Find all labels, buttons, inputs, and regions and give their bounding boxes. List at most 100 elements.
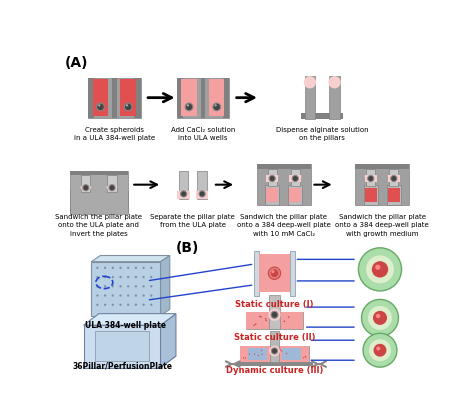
Bar bbox=[177, 78, 229, 118]
Bar bbox=[304, 76, 315, 119]
Circle shape bbox=[255, 323, 256, 325]
Bar bbox=[329, 76, 340, 119]
Bar bbox=[179, 171, 188, 198]
Circle shape bbox=[143, 276, 145, 278]
Bar bbox=[257, 164, 310, 206]
Bar bbox=[108, 176, 117, 192]
Circle shape bbox=[124, 103, 132, 111]
Circle shape bbox=[269, 176, 275, 182]
Circle shape bbox=[104, 295, 106, 297]
Bar bbox=[246, 312, 303, 329]
Text: (A): (A) bbox=[64, 56, 88, 70]
Circle shape bbox=[98, 104, 100, 106]
Circle shape bbox=[127, 276, 129, 278]
Circle shape bbox=[126, 104, 128, 106]
Bar bbox=[240, 347, 309, 363]
Bar bbox=[282, 348, 301, 360]
Bar bbox=[70, 191, 128, 213]
Circle shape bbox=[245, 358, 246, 359]
Polygon shape bbox=[83, 356, 176, 368]
Text: Sandwich the pillar plate
onto a 384 deep-well plate
with growth medium: Sandwich the pillar plate onto a 384 dee… bbox=[336, 214, 429, 237]
Circle shape bbox=[368, 306, 392, 330]
Circle shape bbox=[150, 276, 153, 278]
Polygon shape bbox=[266, 176, 278, 182]
Circle shape bbox=[254, 354, 255, 355]
Circle shape bbox=[265, 318, 266, 319]
Circle shape bbox=[281, 350, 282, 352]
Circle shape bbox=[96, 295, 99, 297]
Bar bbox=[269, 295, 280, 329]
Polygon shape bbox=[196, 191, 208, 197]
Circle shape bbox=[391, 176, 397, 182]
Circle shape bbox=[185, 103, 193, 111]
Circle shape bbox=[112, 295, 114, 297]
Polygon shape bbox=[91, 262, 161, 316]
Circle shape bbox=[372, 261, 388, 277]
Bar bbox=[267, 169, 277, 186]
Bar bbox=[104, 196, 120, 208]
Circle shape bbox=[269, 346, 280, 357]
Bar bbox=[266, 176, 278, 182]
Bar bbox=[120, 79, 136, 116]
Circle shape bbox=[243, 357, 244, 359]
Polygon shape bbox=[91, 255, 170, 262]
Bar bbox=[290, 251, 294, 295]
Polygon shape bbox=[107, 186, 118, 192]
Circle shape bbox=[112, 285, 114, 287]
Circle shape bbox=[119, 295, 122, 297]
Circle shape bbox=[376, 347, 380, 351]
Bar bbox=[134, 78, 140, 118]
Circle shape bbox=[135, 267, 137, 269]
Polygon shape bbox=[83, 314, 176, 325]
Bar bbox=[289, 188, 301, 202]
Circle shape bbox=[213, 103, 220, 111]
Circle shape bbox=[369, 339, 391, 361]
Bar bbox=[236, 362, 313, 366]
Circle shape bbox=[143, 285, 145, 287]
Circle shape bbox=[104, 304, 106, 306]
Polygon shape bbox=[83, 325, 161, 368]
Bar bbox=[201, 78, 205, 118]
Circle shape bbox=[363, 333, 397, 367]
Circle shape bbox=[187, 104, 189, 106]
Bar bbox=[198, 171, 207, 198]
Circle shape bbox=[127, 285, 129, 287]
Bar bbox=[270, 331, 279, 362]
Circle shape bbox=[305, 356, 306, 357]
Circle shape bbox=[368, 176, 374, 182]
Circle shape bbox=[373, 311, 387, 325]
Circle shape bbox=[181, 191, 187, 197]
Circle shape bbox=[96, 304, 99, 306]
Circle shape bbox=[83, 185, 89, 191]
Bar bbox=[388, 176, 400, 182]
Text: Separate the pillar plate
from the ULA plate: Separate the pillar plate from the ULA p… bbox=[151, 214, 235, 228]
Bar bbox=[259, 254, 290, 292]
Circle shape bbox=[112, 276, 114, 278]
Polygon shape bbox=[161, 255, 170, 316]
Circle shape bbox=[199, 191, 205, 197]
Circle shape bbox=[112, 304, 114, 306]
Bar bbox=[70, 171, 128, 214]
Circle shape bbox=[271, 311, 278, 318]
Text: (B): (B) bbox=[176, 241, 199, 255]
Bar bbox=[291, 169, 300, 186]
Bar bbox=[70, 208, 128, 213]
Circle shape bbox=[362, 300, 399, 337]
Circle shape bbox=[366, 255, 394, 283]
Bar bbox=[112, 78, 117, 118]
Circle shape bbox=[288, 316, 289, 318]
Circle shape bbox=[119, 267, 122, 269]
Circle shape bbox=[280, 349, 281, 351]
Bar bbox=[364, 185, 378, 206]
Circle shape bbox=[135, 276, 137, 278]
Circle shape bbox=[127, 304, 129, 306]
Bar bbox=[78, 196, 93, 208]
Bar bbox=[248, 348, 267, 360]
Circle shape bbox=[96, 285, 99, 287]
Bar bbox=[88, 78, 140, 118]
Text: Static culture (II): Static culture (II) bbox=[234, 333, 315, 342]
Polygon shape bbox=[365, 176, 377, 182]
Circle shape bbox=[119, 304, 122, 306]
Circle shape bbox=[254, 324, 255, 326]
Circle shape bbox=[271, 270, 278, 277]
